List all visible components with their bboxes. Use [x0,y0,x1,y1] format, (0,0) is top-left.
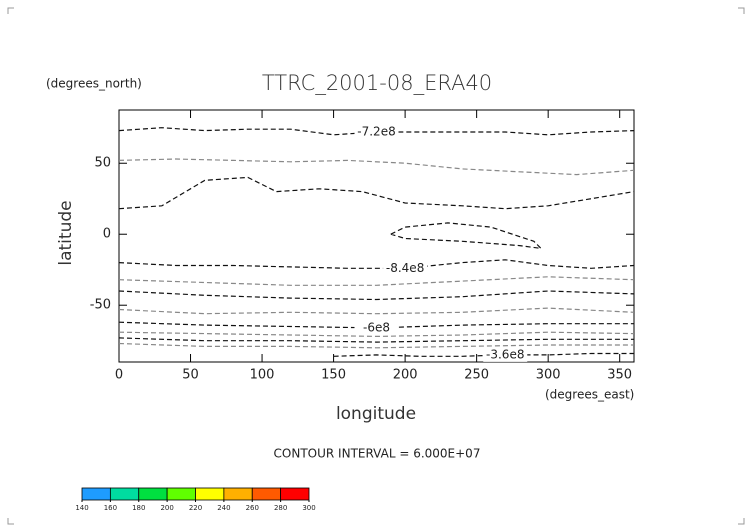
contour-label: -7.2e8 [357,125,395,139]
page-corner-marks [7,7,745,525]
colorbar-tick-label: 140 [75,504,88,512]
x-tick-label: 300 [536,368,561,383]
x-tick-label: 250 [464,368,489,383]
contour-line [118,158,635,176]
colorbar-tick-label: 280 [274,504,287,512]
footer: CONTOUR INTERVAL = 6.000E+07 [274,447,481,461]
x-tick-label: 0 [115,368,123,383]
contour-line [118,307,635,315]
y-tick-label: -50 [90,298,111,313]
plot-frame [118,109,635,363]
x-tick-label: 200 [393,368,418,383]
contour-label: -6e8 [363,320,390,334]
contour-label: -8.4e8 [386,261,424,275]
contour-line [118,290,635,301]
chart-title: TTRC_2001-08_ERA40 [262,71,492,95]
colorbar-tick-label: 240 [217,504,230,512]
contour-line [118,259,635,269]
contour-line [333,352,634,357]
contour-label: -3.6e8 [486,347,524,361]
colorbar-tick-label: 180 [132,504,145,512]
colorbar-swatch [251,487,282,501]
colorbar-swatch [166,487,196,501]
contour-label-bg [483,347,528,362]
contour-label-bg [354,320,399,335]
contour-line [118,331,635,338]
colorbar-swatch [109,487,140,501]
x-tick-label: 50 [182,368,199,383]
colorbar-swatch [280,487,310,501]
x-tick-label: 350 [607,368,632,383]
colorbar-tick-label: 260 [246,504,259,512]
colorbar-swatch [223,487,253,501]
x-axis-label: longitude [336,404,416,424]
contour-label-bg [383,261,428,276]
colorbar-tick-label: 300 [302,504,315,512]
contour-label-bg [354,125,399,140]
colorbar-swatch [195,487,225,501]
y-tick-label: 50 [94,156,111,171]
colorbar-tick-label: 160 [104,504,117,512]
colorbar-tick-label: 220 [189,504,202,512]
colorbar-swatch [81,487,111,501]
x-tick-label: 150 [321,368,346,383]
contour-line [390,222,543,250]
contour-line [118,276,635,286]
colorbar-tick-label: 200 [160,504,173,512]
y-axis-label: latitude [56,200,76,265]
colorbar-swatch [138,487,168,501]
y-tick-label: 0 [103,227,111,242]
x-unit: (degrees_east) [545,388,634,402]
contour-line [118,342,634,349]
x-tick-label: 100 [250,368,275,383]
contour-line [118,176,635,210]
y-unit: (degrees_north) [46,77,142,91]
contour-line [118,337,634,343]
